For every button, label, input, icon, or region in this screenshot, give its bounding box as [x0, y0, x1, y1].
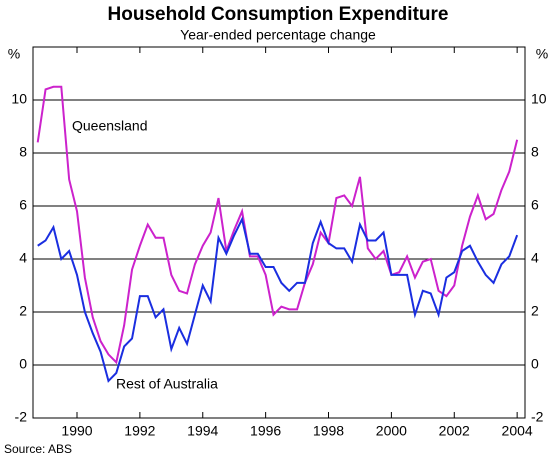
x-tick-label: 2004 — [502, 423, 533, 439]
y-tick-label: 4 — [19, 250, 27, 266]
y-tick-label: 10 — [11, 91, 27, 107]
source-note: Source: ABS — [4, 442, 72, 456]
y-axis-unit: % — [8, 46, 20, 62]
x-tick-label: 2000 — [376, 423, 407, 439]
series-annotation: Rest of Australia — [116, 376, 218, 392]
y-tick-label: 6 — [19, 197, 27, 213]
y2-tick-label: -2 — [531, 409, 544, 425]
x-tick-label: 1990 — [61, 423, 92, 439]
plot-frame — [32, 46, 526, 419]
chart-title: Household Consumption Expenditure — [108, 4, 449, 25]
y2-tick-label: 8 — [531, 144, 539, 160]
y2-tick-label: 0 — [531, 356, 539, 372]
chart-subtitle: Year-ended percentage change — [180, 27, 376, 43]
series-annotation: Queensland — [72, 118, 148, 134]
x-tick-label: 1998 — [313, 423, 344, 439]
y-tick-label: -2 — [15, 409, 28, 425]
y-tick-label: 8 — [19, 144, 27, 160]
series-line — [37, 216, 519, 383]
y2-tick-label: 2 — [531, 303, 539, 319]
x-tick-label: 1992 — [124, 423, 155, 439]
y2-tick-label: 6 — [531, 197, 539, 213]
y-tick-label: 0 — [19, 356, 27, 372]
y-tick-label: 2 — [19, 303, 27, 319]
series-line — [36, 85, 519, 365]
x-tick-label: 1994 — [187, 423, 218, 439]
x-tick-label: 1996 — [250, 423, 281, 439]
y2-axis-unit: % — [536, 46, 548, 62]
y2-tick-label: 4 — [531, 250, 539, 266]
x-tick-label: 2002 — [439, 423, 470, 439]
y2-tick-label: 10 — [531, 91, 547, 107]
